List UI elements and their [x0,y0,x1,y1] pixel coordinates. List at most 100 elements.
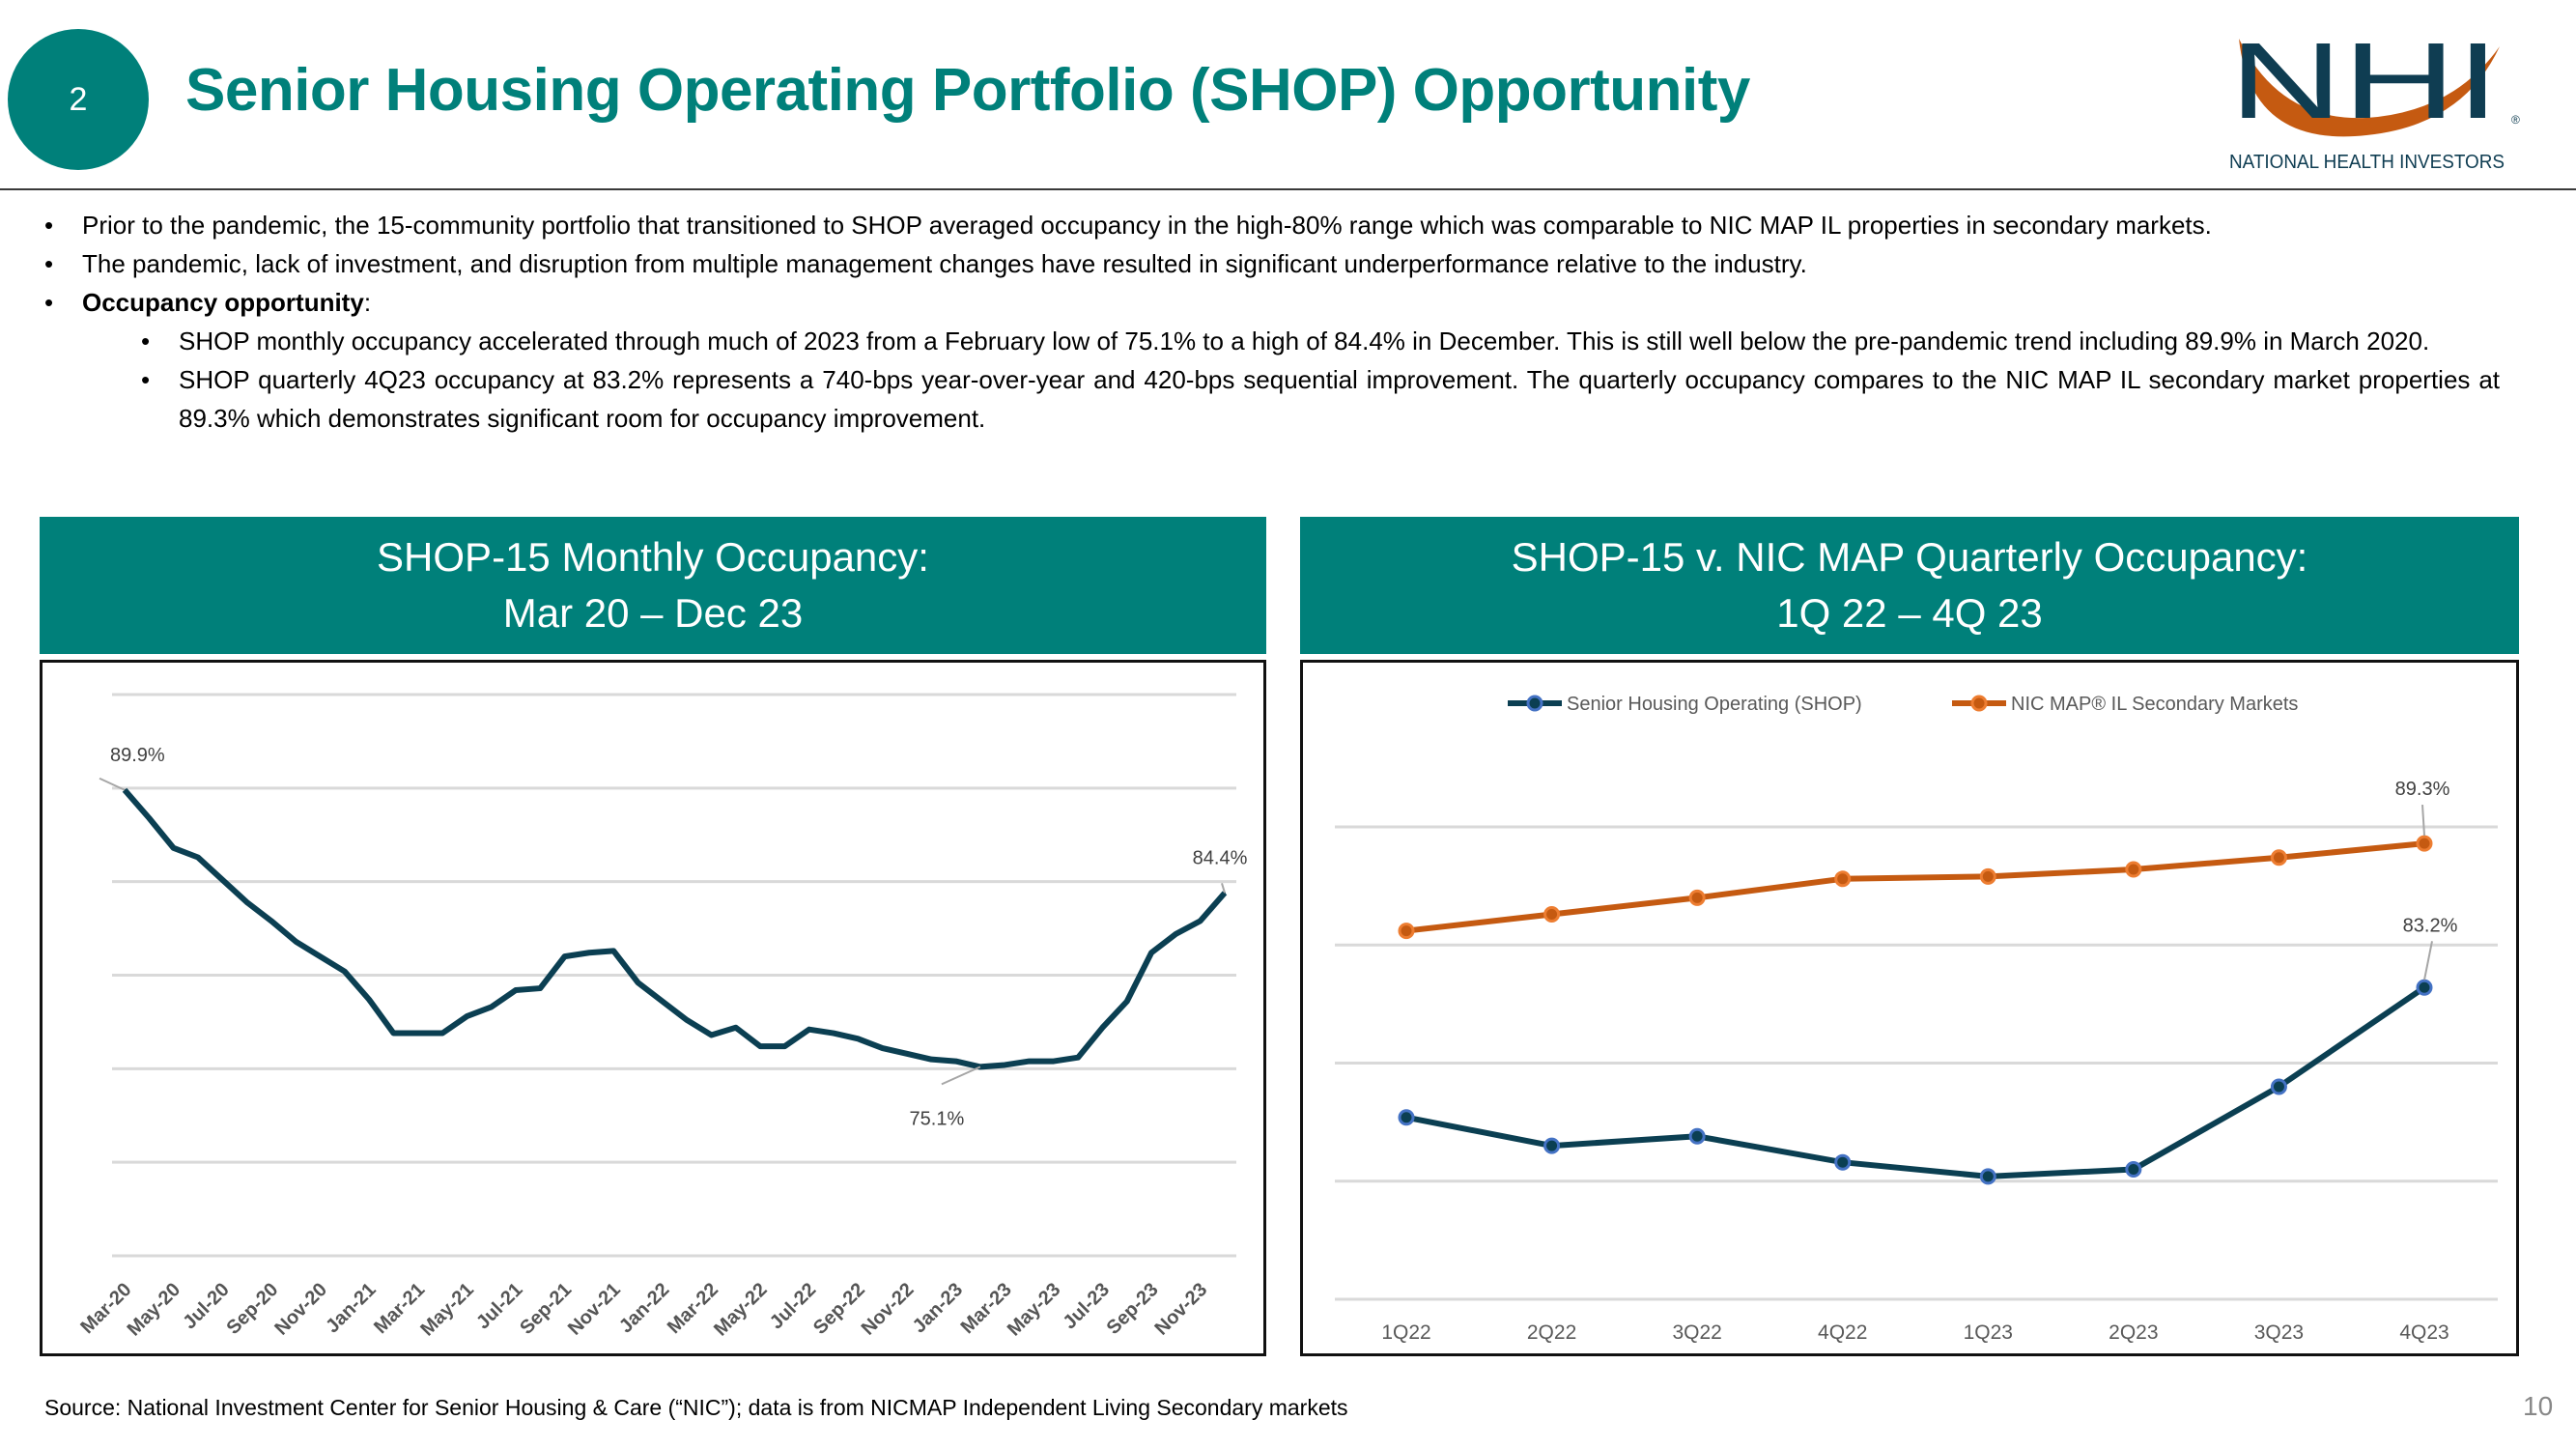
data-point [514,988,517,991]
data-point [1175,932,1177,935]
nic-quarterly-line [1405,840,2425,934]
nic-data-point [1688,889,1706,906]
data-point [490,1006,493,1009]
section-number-badge: 2 [8,29,149,170]
data-point [295,940,297,943]
x-tick-label: 2Q23 [2109,1321,2158,1344]
bullet-item: • Occupancy opportunity: [39,283,2500,322]
data-label-leader [2423,941,2433,980]
data-point [1004,1064,1006,1066]
bullet-text: SHOP monthly occupancy accelerated throu… [179,327,2430,355]
data-point [196,856,199,859]
x-tick-label: Jan-23 [909,1279,967,1337]
data-point [881,1047,884,1050]
page-title: Senior Housing Operating Portfolio (SHOP… [185,57,1750,124]
data-label: 84.4% [1193,847,1248,868]
nic-data-point [2125,861,2142,878]
shop-quarterly-line [1405,984,2426,1179]
shop-data-point [1688,1127,1706,1145]
x-tick-label: 4Q22 [1818,1321,1867,1344]
nic-data-point [2270,849,2287,867]
panel-title-line1: SHOP-15 v. NIC MAP Quarterly Occupancy: [1511,534,2308,580]
data-point [368,998,371,1001]
data-point [954,1060,957,1063]
data-point [857,1037,860,1040]
x-tick-label: Nov-21 [564,1279,625,1340]
x-tick-label: May-23 [1004,1279,1065,1341]
bullet-icon: • [141,365,151,394]
data-point [221,878,224,881]
nic-data-point [1979,867,1996,885]
data-label-leader [1221,882,1226,894]
shop-monthly-line [122,787,1228,1070]
data-label-leader [99,777,126,791]
bullet-text: SHOP quarterly 4Q23 occupancy at 83.2% r… [179,365,2500,433]
data-point [172,846,175,849]
nhi-logo-graphic: NHI ® NATIONAL HEALTH INVESTORS [2229,20,2520,173]
nic-data-point [1834,870,1852,888]
data-label-leader [941,1065,981,1086]
data-point [1077,1056,1080,1059]
data-point [1199,920,1202,923]
shop-data-label: 83.2% [2403,915,2458,936]
x-tick-label: Jan-21 [322,1279,380,1337]
data-point [637,981,639,984]
x-tick-label: 2Q22 [1527,1321,1576,1344]
header-divider [0,188,2576,190]
nic-data-point [1543,905,1561,923]
data-label: 89.9% [110,745,165,766]
x-tick-label: Sep-20 [222,1279,282,1339]
data-point [148,816,151,819]
quarterly-occupancy-chart: 1Q22 2Q22 3Q22 4Q22 1Q23 2Q23 3Q23 4Q23 Senior H… [1300,660,2519,1356]
x-tick-label: May-22 [710,1279,772,1341]
x-tick-label: Sep-21 [516,1279,576,1339]
data-label-leader [2421,805,2425,837]
shop-legend-label: Senior Housing Operating (SHOP) [1567,694,1862,715]
data-point [612,950,615,952]
monthly-occupancy-header: SHOP-15 Monthly Occupancy: Mar 20 – Dec … [40,517,1266,654]
panel-title-line2: Mar 20 – Dec 23 [502,590,804,636]
data-point [686,1018,689,1021]
x-tick-label: May-20 [124,1279,185,1341]
x-tick-label: 3Q22 [1672,1321,1721,1344]
bullet-text: : [363,288,372,317]
data-point [1028,1060,1031,1063]
data-point [1101,1026,1104,1029]
shop-legend-marker-icon [1526,695,1543,712]
data-point [392,1032,395,1035]
x-tick-label: Sep-22 [809,1279,869,1339]
nic-legend-label: NIC MAP® IL Secondary Markets [2011,694,2298,715]
page-number: 10 [2523,1391,2554,1421]
data-point [661,1000,664,1003]
bullet-text: The pandemic, lack of investment, and di… [82,249,1807,278]
bullet-icon: • [141,327,151,355]
data-point [807,1028,810,1031]
data-point [759,1045,762,1048]
bullet-item: • Prior to the pandemic, the 15-community… [39,206,2500,244]
x-tick-label: Jan-22 [615,1279,673,1337]
shop-data-point [1398,1109,1415,1126]
data-point [319,955,322,958]
shop-data-point [2416,979,2433,996]
quarterly-occupancy-svg: 1Q22 2Q22 3Q22 4Q22 1Q23 2Q23 3Q23 4Q23 Senior H… [1335,694,2498,1344]
x-tick-label: 3Q23 [2254,1321,2304,1344]
panel-title-line1: SHOP-15 Monthly Occupancy: [377,534,929,580]
logo-tagline: NATIONAL HEALTH INVESTORS [2229,152,2505,172]
x-tick-label: 4Q23 [2399,1321,2449,1344]
data-point [269,920,272,923]
monthly-occupancy-chart: Mar-20 May-20 Jul-20 Sep-20 Nov-20 Jan-21 Mar-… [40,660,1266,1356]
x-tick-label: Nov-22 [858,1279,919,1340]
bullet-icon: • [44,249,54,278]
monthly-occupancy-svg: Mar-20May-20Jul-20Sep-20Nov-20Jan-21Mar-… [76,693,1248,1341]
data-point [783,1045,786,1048]
logo-letters: NHI [2229,27,2500,141]
data-label: 75.1% [910,1108,965,1129]
shop-data-point [2125,1161,2142,1179]
shop-data-point [2270,1078,2287,1095]
x-tick-label: 1Q23 [1964,1321,2013,1344]
bullet-icon: • [44,288,54,317]
data-point [710,1034,713,1037]
nic-data-point [2416,835,2433,852]
bullet-text: Prior to the pandemic, the 15-community … [82,211,2212,240]
bullet-bold-text: Occupancy opportunity [82,288,364,317]
